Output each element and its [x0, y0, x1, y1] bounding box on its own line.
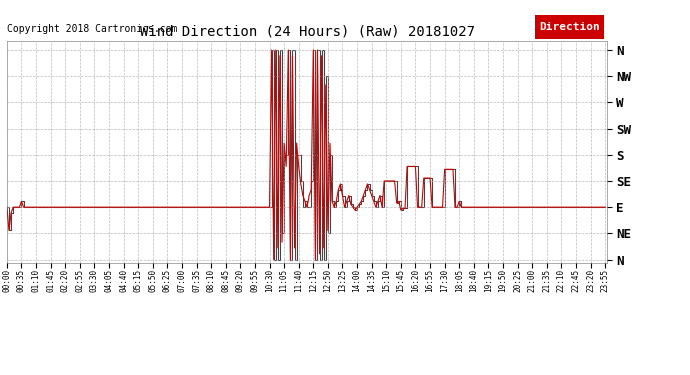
Text: Direction: Direction	[539, 22, 600, 32]
Title: Wind Direction (24 Hours) (Raw) 20181027: Wind Direction (24 Hours) (Raw) 20181027	[139, 25, 475, 39]
Text: Copyright 2018 Cartronics.com: Copyright 2018 Cartronics.com	[7, 24, 177, 34]
